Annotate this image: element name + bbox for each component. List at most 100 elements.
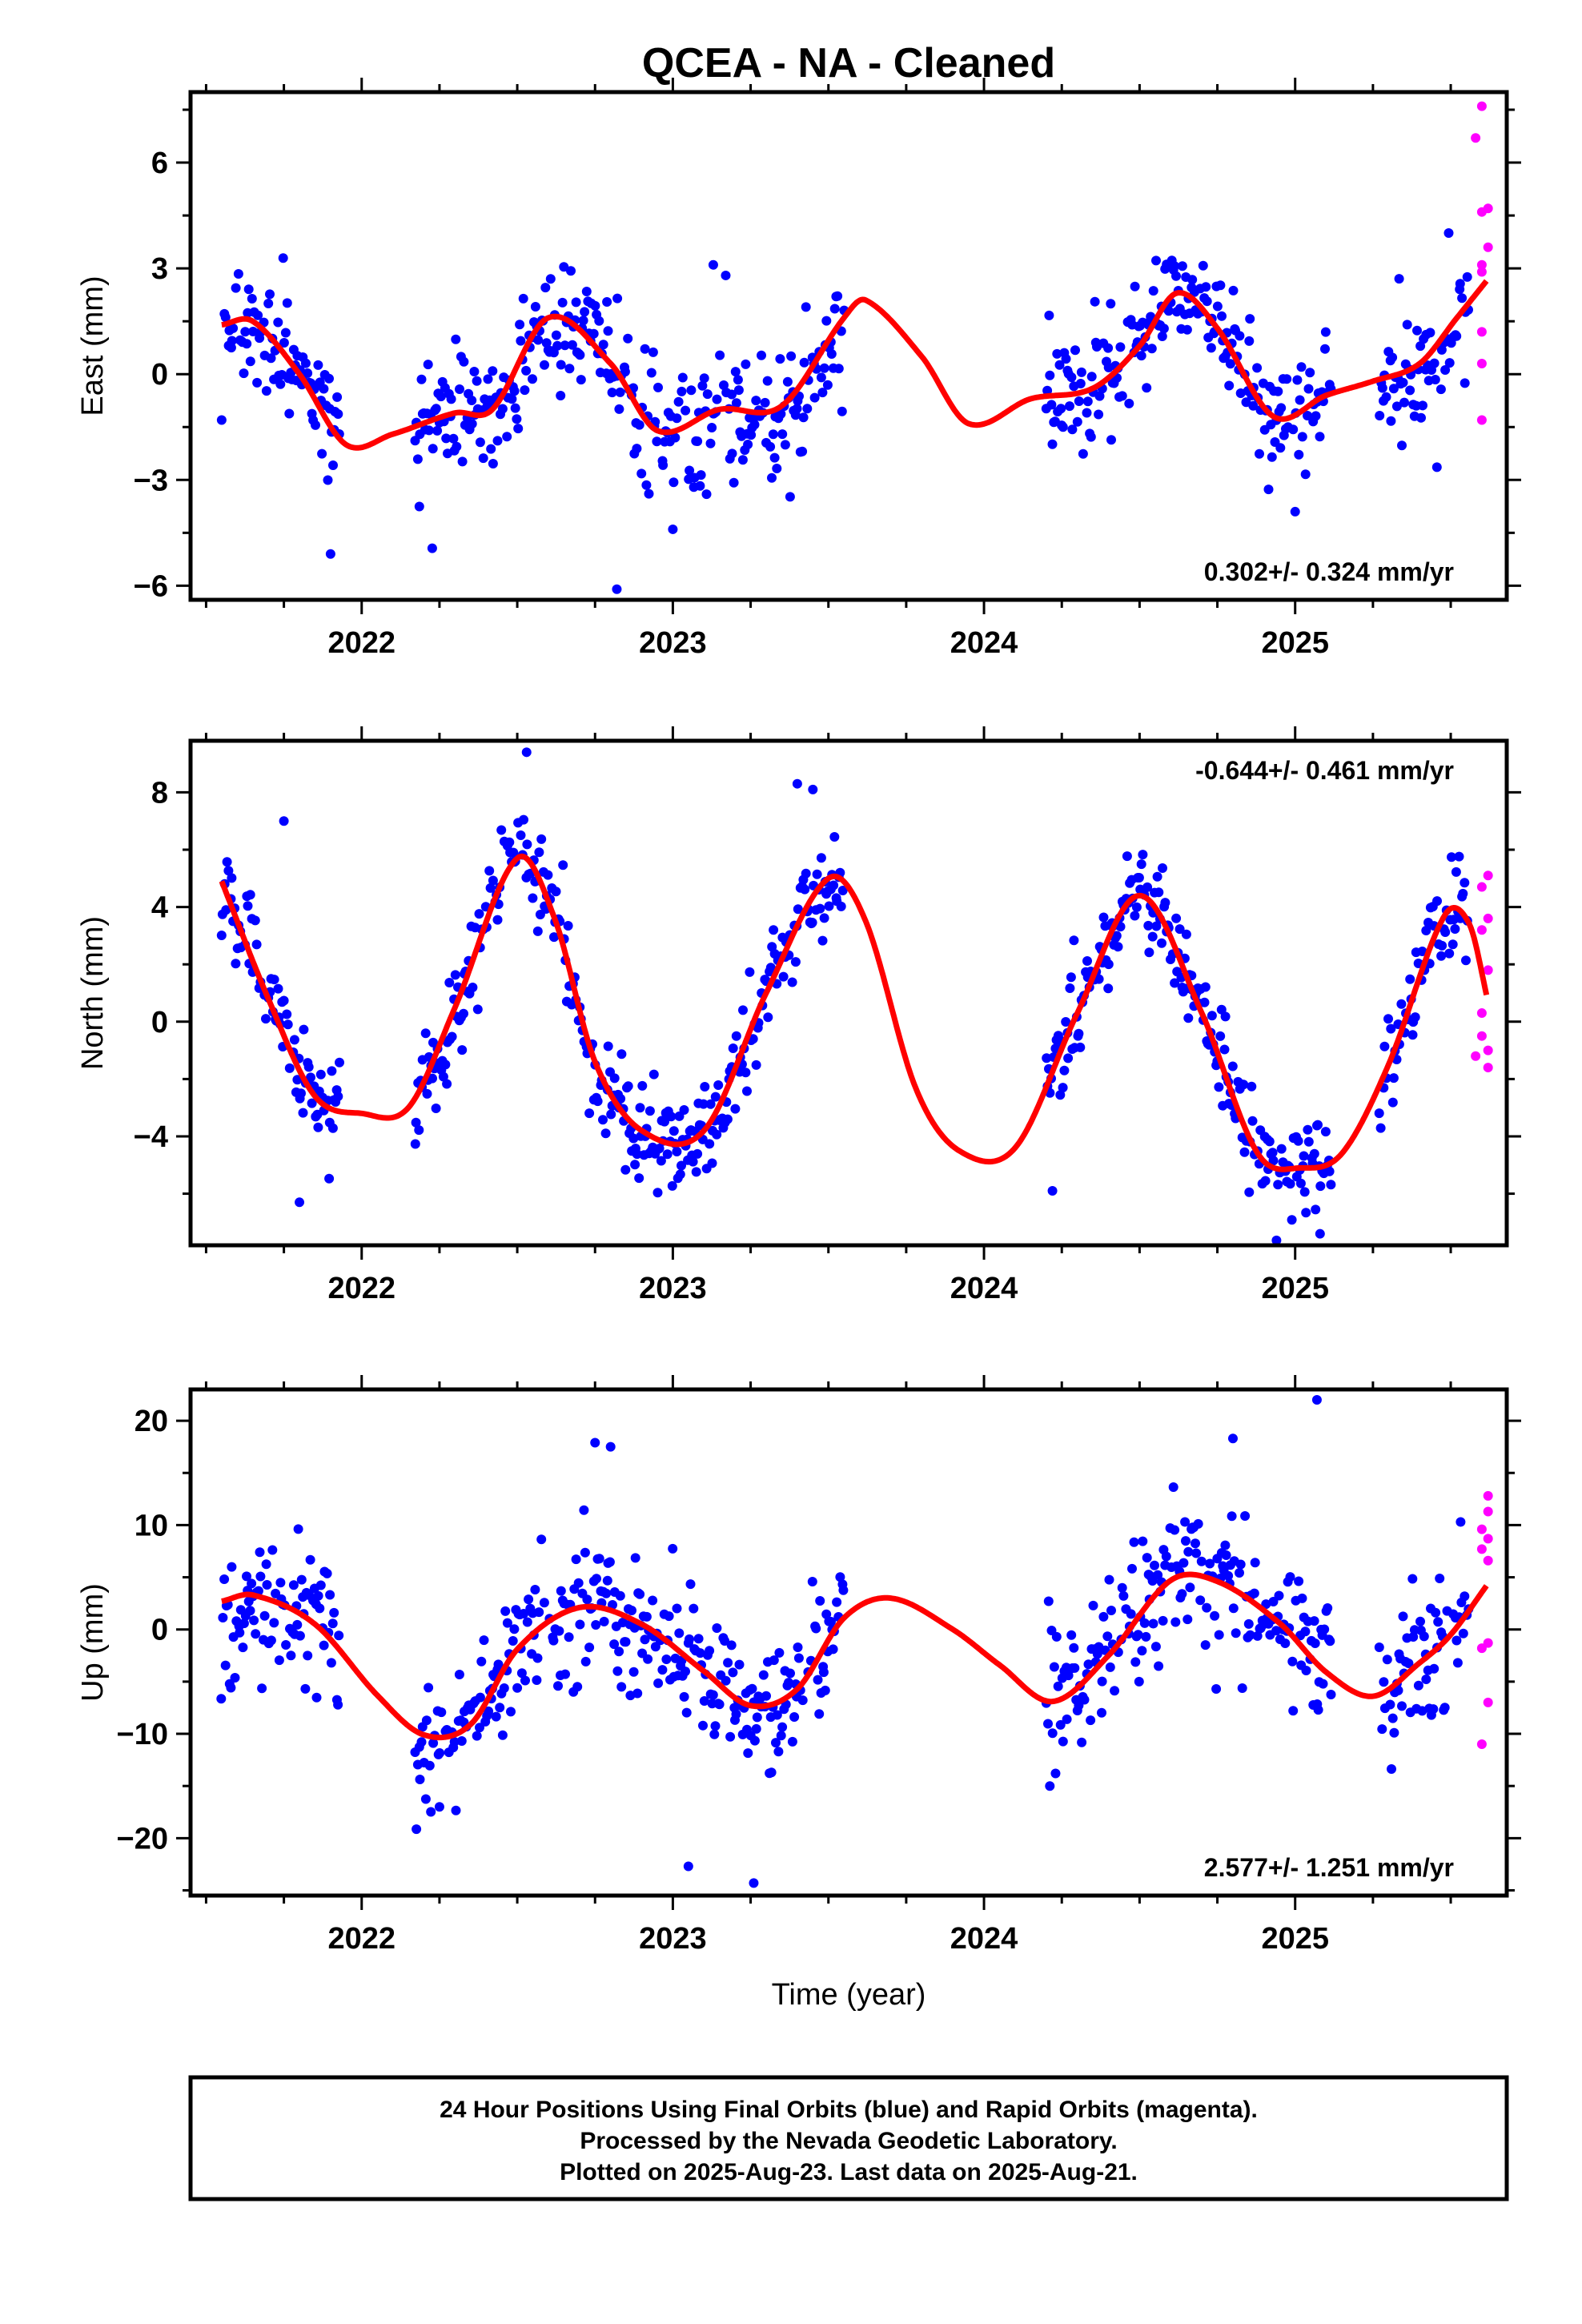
up-final-point — [710, 1721, 721, 1731]
up-final-point — [436, 1707, 447, 1718]
up-final-point — [269, 1618, 279, 1628]
up-final-point — [751, 1723, 761, 1734]
east-final-point — [721, 270, 731, 280]
east-final-point — [1065, 401, 1074, 412]
up-final-point — [412, 1824, 422, 1835]
north-final-point — [1450, 924, 1460, 934]
east-final-point — [1305, 368, 1315, 378]
north-final-point — [829, 880, 839, 891]
up-final-point — [506, 1707, 516, 1717]
up-final-point — [1086, 1715, 1096, 1726]
east-final-point — [1054, 360, 1065, 370]
east-final-point — [1311, 411, 1321, 421]
north-final-point — [730, 1104, 741, 1114]
east-rapid-point — [1483, 242, 1493, 252]
north-final-point — [1214, 1082, 1224, 1092]
up-final-point — [777, 1722, 788, 1732]
east-final-point — [507, 394, 517, 404]
up-final-point — [319, 1640, 329, 1651]
east-final-point — [488, 366, 498, 376]
up-final-point — [580, 1656, 591, 1667]
east-frame — [188, 90, 1509, 602]
north-rapid-point — [1476, 882, 1487, 892]
up-final-point — [493, 1659, 504, 1670]
east-final-point — [588, 328, 599, 339]
up-final-point — [579, 1505, 589, 1515]
up-final-point — [1177, 1589, 1187, 1599]
east-final-point — [1457, 293, 1468, 304]
north-final-point — [485, 883, 496, 893]
up-final-point — [743, 1748, 753, 1759]
east-final-point — [1075, 379, 1086, 388]
east-final-point — [578, 316, 588, 326]
north-final-point — [508, 847, 519, 858]
north-final-point — [298, 1108, 308, 1118]
east-final-point — [799, 357, 809, 368]
east-final-point — [1282, 374, 1292, 384]
up-final-point — [497, 1730, 508, 1740]
up-final-point — [1452, 1658, 1463, 1668]
up-final-point — [1243, 1618, 1254, 1629]
north-final-point — [216, 931, 227, 940]
up-final-point — [519, 1609, 529, 1618]
up-final-point — [734, 1659, 745, 1670]
up-final-point — [572, 1682, 583, 1692]
north-final-point — [279, 816, 289, 826]
up-final-point — [1110, 1686, 1120, 1696]
north-final-point — [1131, 902, 1142, 912]
east-final-point — [1182, 324, 1192, 335]
east-final-point — [566, 266, 576, 276]
east-final-point — [253, 310, 263, 320]
east-final-point — [1443, 228, 1454, 238]
east-final-point — [719, 380, 729, 390]
north-final-point — [1447, 939, 1458, 950]
up-final-point — [1374, 1642, 1384, 1652]
north-final-point — [592, 1096, 603, 1107]
up-rapid-point — [1483, 1534, 1493, 1544]
north-final-point — [1065, 983, 1075, 993]
east-final-point — [785, 492, 795, 502]
up-final-point — [1191, 1538, 1200, 1549]
up-final-point — [628, 1667, 639, 1677]
north-final-point — [468, 983, 478, 992]
east-final-point — [533, 335, 544, 345]
east-final-point — [786, 351, 797, 361]
east-final-point — [457, 456, 468, 467]
east-final-point — [1241, 397, 1251, 408]
north-final-point — [1264, 1136, 1275, 1147]
up-final-point — [785, 1668, 795, 1679]
north-final-point — [327, 1066, 337, 1076]
up-final-point — [698, 1720, 708, 1731]
up-final-point — [1223, 1570, 1234, 1581]
east-final-point — [423, 360, 433, 370]
up-final-point — [500, 1606, 511, 1616]
east-final-point — [673, 396, 684, 407]
east-final-point — [486, 444, 496, 454]
east-final-point — [521, 365, 532, 376]
east-final-point — [1094, 409, 1104, 420]
east-ytick-label: −6 — [134, 569, 168, 603]
east-final-point — [239, 368, 249, 379]
east-final-point — [528, 374, 537, 384]
north-final-point — [1303, 1124, 1313, 1135]
up-final-point — [1220, 1540, 1231, 1550]
east-final-point — [1300, 469, 1311, 480]
up-final-point — [609, 1639, 620, 1650]
east-final-point — [243, 284, 254, 295]
up-rate-label: 2.577+/- 1.251 mm/yr — [1204, 1853, 1454, 1882]
up-final-point — [249, 1615, 259, 1626]
east-final-point — [1046, 400, 1057, 410]
up-final-point — [1382, 1655, 1392, 1665]
north-final-point — [1320, 1127, 1331, 1137]
north-final-point — [632, 1149, 642, 1160]
up-final-point — [239, 1618, 249, 1629]
east-final-point — [233, 269, 243, 279]
east-final-point — [696, 470, 706, 480]
up-final-point — [1379, 1677, 1389, 1687]
up-final-point — [661, 1655, 672, 1664]
east-final-point — [590, 300, 600, 311]
north-final-point — [609, 1073, 620, 1084]
up-final-point — [1088, 1600, 1098, 1610]
up-final-point — [242, 1571, 251, 1582]
